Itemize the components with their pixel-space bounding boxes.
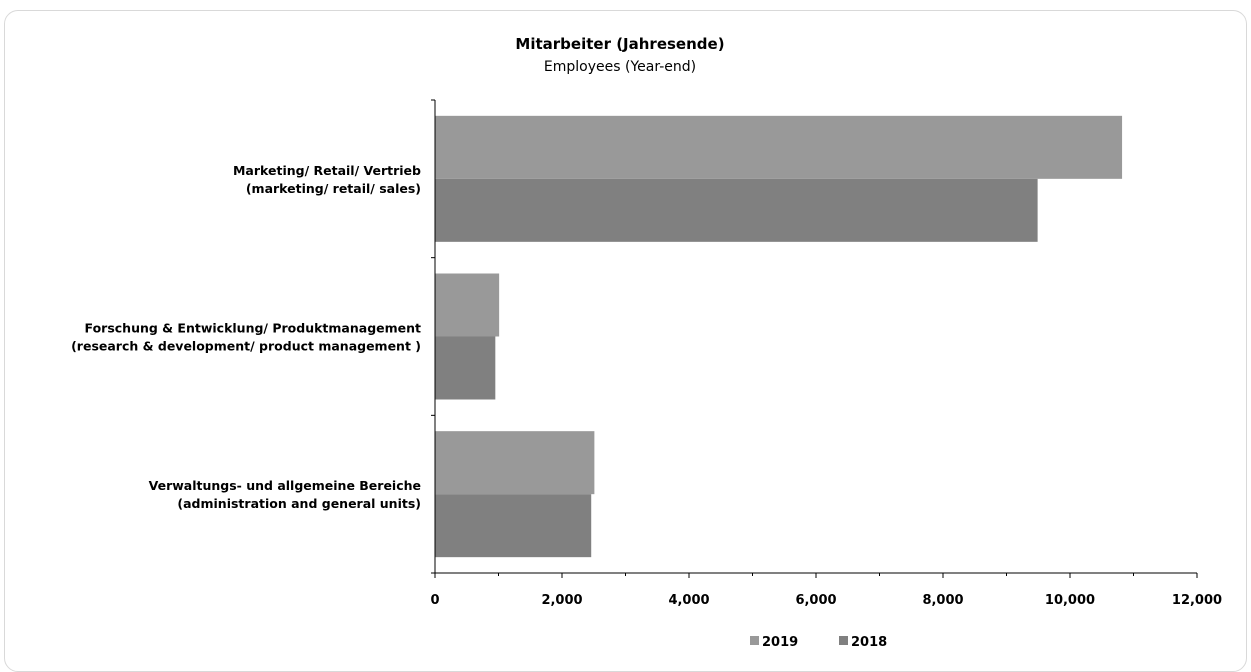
chart-subtitle: Employees (Year-end) — [544, 59, 696, 75]
x-tick-label: 6,000 — [795, 593, 836, 608]
x-tick-label: 12,000 — [1172, 593, 1222, 608]
legend-swatch-2019 — [750, 636, 759, 645]
bar-2019-1 — [435, 115, 1123, 179]
x-tick-label: 4,000 — [668, 593, 709, 608]
legend-swatch-2018 — [839, 636, 848, 645]
legend: 2019 2018 — [750, 635, 887, 650]
x-tick-label: 8,000 — [922, 593, 963, 608]
x-tick-label: 2,000 — [541, 593, 582, 608]
bar-2019-3 — [435, 431, 595, 495]
category-label-3-line1: Verwaltungs- und allgemeine Bereiche — [149, 478, 421, 493]
legend-label-2018: 2018 — [851, 635, 887, 650]
category-label-2-line1: Forschung & Entwicklung/ Produktmanageme… — [85, 321, 421, 336]
bar-2018-2 — [435, 336, 496, 400]
x-tick-label: 0 — [430, 593, 439, 608]
chart-title: Mitarbeiter (Jahresende) — [515, 35, 724, 53]
category-label-3-line2: (administration and general units) — [177, 496, 421, 511]
plot-area: Marketing/ Retail/ Vertrieb (marketing/ r… — [71, 99, 1222, 608]
legend-label-2019: 2019 — [762, 635, 798, 650]
x-tick-label: 10,000 — [1045, 593, 1095, 608]
bar-2018-1 — [435, 178, 1038, 242]
category-label-1-line1: Marketing/ Retail/ Vertrieb — [233, 163, 421, 178]
bar-2018-3 — [435, 494, 592, 558]
bar-2019-2 — [435, 273, 500, 337]
category-label-2-line2: (research & development/ product managem… — [71, 339, 421, 354]
category-label-1-line2: (marketing/ retail/ sales) — [246, 181, 421, 196]
